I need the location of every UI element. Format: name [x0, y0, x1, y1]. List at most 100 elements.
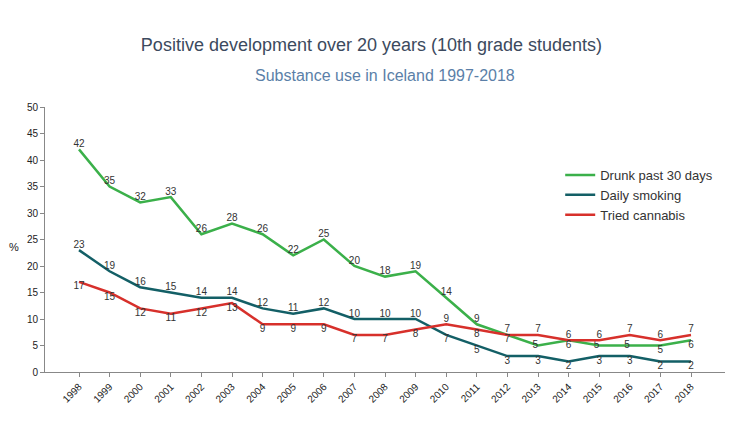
- svg-text:12: 12: [196, 307, 208, 318]
- svg-text:45: 45: [27, 128, 39, 139]
- svg-text:2: 2: [566, 360, 572, 371]
- svg-text:5: 5: [32, 340, 38, 351]
- svg-text:11: 11: [288, 302, 299, 313]
- svg-text:12: 12: [318, 297, 330, 308]
- svg-text:40: 40: [27, 155, 39, 166]
- svg-text:12: 12: [257, 297, 269, 308]
- svg-text:35: 35: [27, 181, 39, 192]
- svg-text:9: 9: [443, 313, 449, 324]
- svg-text:2018: 2018: [672, 381, 696, 405]
- svg-text:2003: 2003: [213, 381, 237, 405]
- svg-text:32: 32: [135, 191, 147, 202]
- svg-text:3: 3: [627, 355, 633, 366]
- svg-text:5: 5: [658, 344, 664, 355]
- svg-text:19: 19: [104, 260, 116, 271]
- svg-text:28: 28: [226, 212, 238, 223]
- svg-text:7: 7: [627, 323, 633, 334]
- svg-text:1998: 1998: [60, 381, 84, 405]
- svg-text:26: 26: [257, 223, 269, 234]
- svg-text:2009: 2009: [397, 381, 421, 405]
- svg-text:17: 17: [73, 280, 85, 291]
- svg-text:Daily smoking: Daily smoking: [600, 188, 681, 203]
- svg-text:2: 2: [658, 360, 664, 371]
- svg-text:2006: 2006: [305, 381, 329, 405]
- svg-text:18: 18: [379, 265, 391, 276]
- svg-text:2007: 2007: [336, 381, 360, 405]
- svg-text:7: 7: [352, 333, 358, 344]
- svg-text:25: 25: [27, 234, 39, 245]
- svg-text:23: 23: [73, 239, 85, 250]
- svg-text:16: 16: [135, 276, 147, 287]
- svg-text:5: 5: [474, 344, 480, 355]
- svg-text:2005: 2005: [275, 381, 299, 405]
- svg-text:35: 35: [104, 175, 116, 186]
- svg-text:2012: 2012: [489, 381, 513, 405]
- svg-text:0: 0: [32, 367, 38, 378]
- svg-text:2015: 2015: [581, 381, 605, 405]
- svg-text:7: 7: [688, 323, 694, 334]
- svg-text:30: 30: [27, 208, 39, 219]
- svg-text:42: 42: [73, 138, 85, 149]
- svg-text:Tried cannabis: Tried cannabis: [600, 208, 685, 223]
- svg-text:33: 33: [165, 186, 177, 197]
- svg-text:10: 10: [410, 308, 422, 319]
- svg-text:2010: 2010: [428, 381, 452, 405]
- svg-text:2008: 2008: [366, 381, 390, 405]
- svg-text:%: %: [9, 241, 19, 253]
- svg-text:20: 20: [349, 255, 361, 266]
- svg-text:6: 6: [658, 329, 664, 340]
- svg-text:6: 6: [566, 339, 572, 350]
- svg-text:7: 7: [443, 333, 449, 344]
- svg-text:19: 19: [410, 260, 422, 271]
- svg-text:2001: 2001: [152, 381, 176, 405]
- svg-text:10: 10: [349, 308, 361, 319]
- svg-text:6: 6: [596, 329, 602, 340]
- svg-text:2000: 2000: [122, 381, 146, 405]
- svg-text:8: 8: [474, 328, 480, 339]
- svg-text:9: 9: [290, 323, 296, 334]
- svg-text:Drunk past 30 days: Drunk past 30 days: [600, 168, 713, 183]
- svg-text:14: 14: [196, 286, 208, 297]
- svg-text:7: 7: [535, 323, 541, 334]
- svg-text:2002: 2002: [183, 381, 207, 405]
- svg-text:9: 9: [260, 323, 266, 334]
- svg-text:5: 5: [532, 339, 538, 350]
- svg-text:11: 11: [166, 312, 177, 323]
- svg-text:10: 10: [27, 314, 39, 325]
- svg-text:2004: 2004: [244, 381, 268, 405]
- svg-text:15: 15: [165, 281, 177, 292]
- svg-text:13: 13: [226, 302, 238, 313]
- svg-text:2013: 2013: [519, 381, 543, 405]
- svg-text:50: 50: [27, 102, 39, 113]
- svg-text:20: 20: [27, 261, 39, 272]
- svg-text:1999: 1999: [91, 381, 115, 405]
- svg-text:26: 26: [196, 223, 208, 234]
- svg-text:7: 7: [505, 323, 511, 334]
- svg-text:Substance use in Iceland 1997-: Substance use in Iceland 1997-2018: [255, 67, 515, 84]
- svg-text:6: 6: [688, 339, 694, 350]
- svg-text:25: 25: [318, 228, 330, 239]
- svg-text:14: 14: [441, 286, 453, 297]
- svg-text:15: 15: [27, 287, 39, 298]
- svg-text:12: 12: [135, 307, 147, 318]
- svg-text:5: 5: [624, 339, 630, 350]
- svg-text:3: 3: [505, 355, 511, 366]
- svg-text:10: 10: [379, 308, 391, 319]
- svg-text:22: 22: [288, 244, 300, 255]
- svg-text:3: 3: [596, 355, 602, 366]
- svg-text:9: 9: [321, 323, 327, 334]
- svg-text:8: 8: [413, 328, 419, 339]
- svg-text:Positive development over 20 y: Positive development over 20 years (10th…: [141, 35, 602, 55]
- svg-text:6: 6: [566, 329, 572, 340]
- svg-text:2011: 2011: [459, 381, 482, 404]
- svg-text:2016: 2016: [611, 381, 635, 405]
- svg-text:2017: 2017: [642, 381, 666, 405]
- svg-text:5: 5: [594, 339, 600, 350]
- svg-text:2014: 2014: [550, 381, 574, 405]
- svg-text:7: 7: [382, 333, 388, 344]
- svg-text:14: 14: [226, 286, 238, 297]
- svg-text:7: 7: [505, 333, 511, 344]
- svg-text:2: 2: [688, 360, 694, 371]
- svg-text:9: 9: [474, 313, 480, 324]
- svg-text:15: 15: [104, 291, 116, 302]
